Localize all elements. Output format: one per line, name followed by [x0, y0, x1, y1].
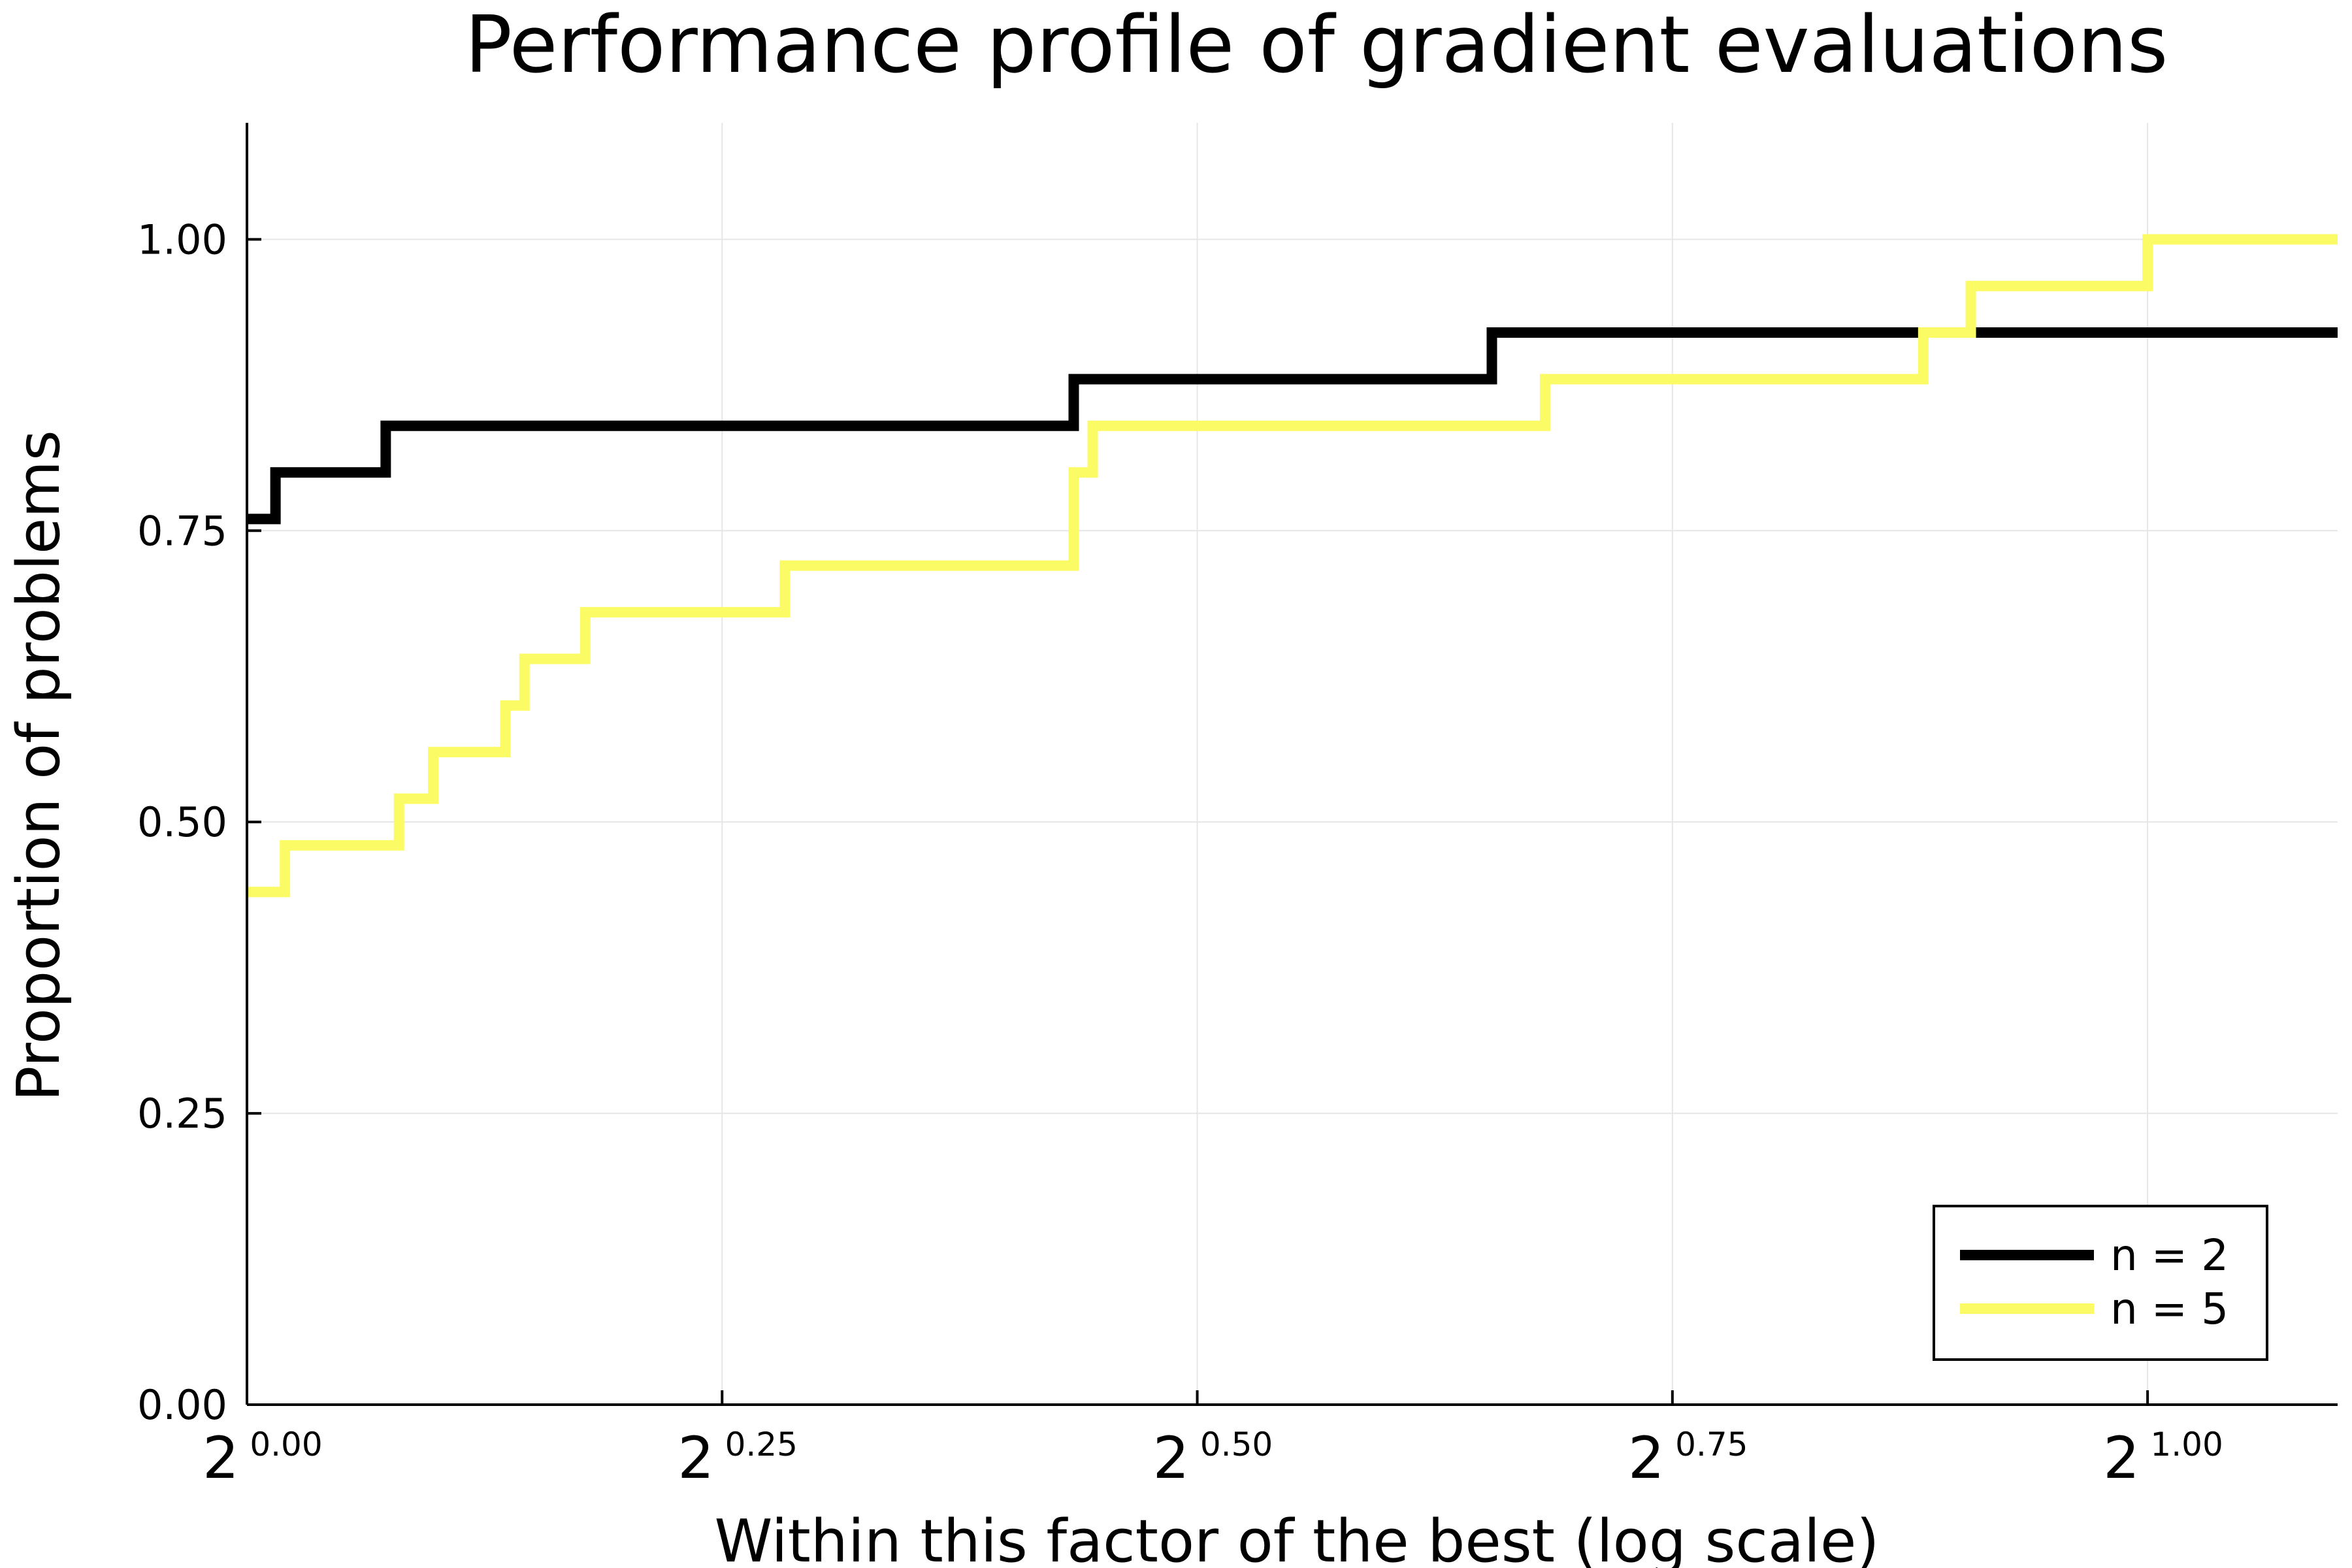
x-tick-label: 2 0.00 [203, 1424, 323, 1492]
series-line-2 [247, 234, 2338, 898]
y-axis-label: Proportion of problems [5, 430, 73, 1102]
x-tick-base: 2 [678, 1424, 714, 1492]
x-tick-label: 2 0.75 [1628, 1424, 1748, 1492]
x-tick-base: 2 [2103, 1424, 2140, 1492]
x-tick-exponent: 0.75 [1675, 1426, 1748, 1463]
x-tick-base: 2 [203, 1424, 239, 1492]
x-tick-exponent: 1.00 [2150, 1426, 2223, 1463]
x-tick-exponent: 0.00 [250, 1426, 322, 1463]
x-tick-exponent: 0.25 [725, 1426, 798, 1463]
y-tick-label: 1.00 [137, 216, 227, 263]
x-tick-base: 2 [1153, 1424, 1190, 1492]
x-tick-base: 2 [1628, 1424, 1665, 1492]
y-tick-label: 0.00 [137, 1381, 227, 1429]
legend-label-1: n = 2 [2110, 1230, 2229, 1281]
legend-box [1933, 1205, 2268, 1361]
axis-layer: 0.000.250.500.751.002 0.00 2 0.25 2 0.50 2 0.75… [137, 123, 2338, 1492]
legend: n = 2n = 5 [1933, 1205, 2268, 1361]
x-axis-label: Within this factor of the best (log scal… [715, 1507, 1880, 1568]
y-tick-label: 0.50 [137, 798, 227, 846]
x-tick-label: 2 1.00 [2103, 1424, 2223, 1492]
x-tick-exponent: 0.50 [1200, 1426, 1273, 1463]
x-tick-label: 2 0.50 [1153, 1424, 1273, 1492]
chart-title: Performance profile of gradient evaluati… [465, 0, 2168, 91]
y-tick-label: 0.75 [137, 507, 227, 555]
series-line-1 [247, 327, 2338, 525]
y-tick-label: 0.25 [137, 1090, 227, 1137]
series-layer [247, 234, 2338, 898]
legend-label-2: n = 5 [2110, 1284, 2229, 1334]
x-tick-label: 2 0.25 [678, 1424, 798, 1492]
